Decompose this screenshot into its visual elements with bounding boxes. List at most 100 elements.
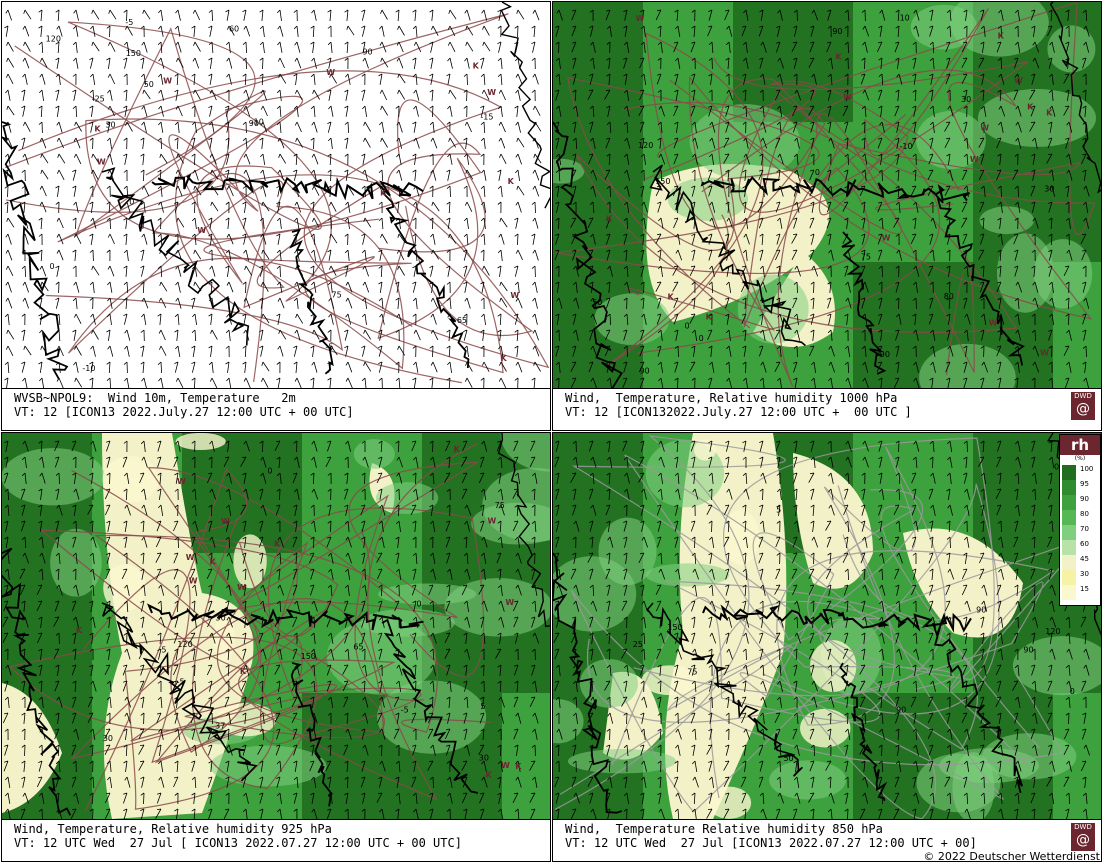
pressure-marker: W [221, 517, 230, 526]
contour-label: 65 [353, 642, 363, 651]
contour-label: 90 [249, 119, 259, 128]
legend-label: 95 [1080, 480, 1089, 488]
contour-label: 25 [633, 640, 643, 649]
contour-label: 30 [216, 613, 226, 622]
caption-title: Wind, Temperature, Relative humidity 925… [14, 822, 332, 836]
contour-label: 120 [177, 640, 192, 649]
contour-label: 0 [1054, 463, 1059, 472]
temperature-contours [8, 443, 491, 811]
coastline [2, 2, 550, 380]
pressure-marker: W [980, 124, 989, 133]
contour-label: 50 [144, 80, 154, 89]
swirl-icon: @ [1076, 401, 1090, 417]
legend-swatch [1062, 570, 1076, 585]
contour-label: 0 [267, 466, 272, 475]
contour-label: 0 [699, 334, 704, 343]
map-panel-4: 90 25 150 90 5 120 0 0 75 50 90 5 Wind, Temperature … [552, 432, 1102, 862]
forecast-map: 150 90 90 65 30 120 0 0 -5 -10 -15 -10 60 -5 -25 50 75 W W… [2, 2, 550, 388]
pressure-marker: K [274, 540, 281, 549]
contour-label: 90 [976, 606, 986, 615]
pressure-marker: W [237, 583, 246, 592]
pressure-marker: K [240, 667, 247, 676]
caption-valid-time: VT: 12 [ICON132022.July.27 12:00 UTC + 0… [565, 405, 912, 419]
contour-label: 10 [900, 14, 910, 23]
pressure-marker: W [510, 291, 519, 300]
legend-unit: (%) [1074, 455, 1086, 462]
legend-swatch [1062, 555, 1076, 570]
legend-swatch [1062, 510, 1076, 525]
caption-title: WVSB~NPOL9: Wind 10m, Temperature 2m [14, 391, 296, 405]
pressure-marker: K [667, 292, 674, 301]
pressure-marker: K [706, 312, 713, 321]
temperature-contours [555, 2, 1096, 388]
legend-swatch [1062, 465, 1076, 480]
wind-barbs [553, 440, 1091, 819]
coastline [553, 2, 1101, 388]
contour-label: 150 [667, 623, 682, 632]
contour-label: 120 [638, 141, 653, 150]
legend-swatch [1062, 480, 1076, 495]
pressure-marker: W [1014, 76, 1023, 85]
wind-barbs [4, 9, 542, 388]
pressure-marker: W [843, 93, 852, 102]
contour-label: -5 [401, 705, 409, 714]
pressure-marker: W [186, 553, 195, 562]
humidity-legend: rh (%) 100 95 90 80 70 60 45 30 15 [1059, 434, 1101, 606]
legend-title: rh [1060, 435, 1100, 455]
map-panel-3: 150 37 5 -5 120 5 75 30 -5 0 0 65 30 30 W K W K W K W W K W K K W K… [1, 432, 551, 862]
wind-barbs [554, 9, 1090, 388]
caption-title: Wind, Temperature, Relative humidity 100… [565, 391, 898, 405]
contour-label: 120 [46, 35, 61, 44]
legend-label: 90 [1080, 495, 1089, 503]
caption-valid-time: VT: 12 UTC Wed 27 Jul [ICON13 2022.07.27… [565, 836, 977, 850]
pressure-marker: W [989, 319, 998, 328]
panel-caption: Wind, Temperature, Relative humidity 925… [2, 819, 550, 861]
pressure-marker: W [505, 598, 514, 607]
legend-label: 100 [1080, 465, 1094, 473]
pressure-marker: W [487, 517, 496, 526]
pressure-marker: K [454, 445, 461, 454]
map-panel-2: 90 150 90 80 120 0 30 -10 0 75 50 30 0 10 90 W W W K K K W K W W… [552, 1, 1102, 431]
legend-label: 60 [1080, 540, 1089, 548]
contour-label: 0 [1070, 687, 1075, 696]
pressure-marker: K [606, 214, 613, 223]
pressure-marker: K [380, 189, 387, 198]
contour-label: 50 [592, 298, 602, 307]
pressure-marker: K [998, 32, 1005, 41]
pressure-marker: K [835, 52, 842, 61]
contour-label: 0 [49, 262, 54, 271]
contour-label: -10 [82, 364, 95, 373]
copyright-text: © 2022 Deutscher Wetterdienst [923, 850, 1100, 863]
legend-swatch [1062, 540, 1076, 555]
swirl-icon: @ [1076, 832, 1090, 848]
contour-labels: 90 25 150 90 5 120 0 0 75 50 90 5 [633, 463, 1075, 763]
contour-label: 80 [944, 292, 954, 301]
panel-caption: WVSB~NPOL9: Wind 10m, Temperature 2m VT: … [2, 388, 550, 430]
contour-label: 65 [457, 316, 467, 325]
legend-swatch [1062, 495, 1076, 510]
contour-label: 5 [480, 702, 485, 711]
contour-label: 30 [479, 754, 489, 763]
pressure-marker: W [1040, 348, 1049, 357]
contour-label: 0 [815, 168, 820, 177]
pressure-marker: W [970, 155, 979, 164]
pressure-marker: W [197, 226, 206, 235]
pressure-marker: K [76, 626, 83, 635]
contour-label: 150 [655, 177, 670, 186]
contour-label: 75 [687, 667, 697, 676]
contour-label: 0 [684, 321, 689, 330]
dwd-logo: DWD @ [1071, 823, 1095, 851]
forecast-map: 150375-512057530-500653030WKWKWKWWKWKKWK… [2, 433, 550, 819]
temperature-contours [554, 435, 1087, 819]
contour-label: 90 [639, 366, 649, 375]
contour-label: 5 [996, 725, 1001, 734]
contour-label: 0 [417, 599, 422, 608]
contour-label: 90 [832, 27, 842, 36]
pressure-marker: W [97, 157, 106, 166]
contour-label: 37 [215, 721, 225, 730]
panel-caption: Wind, Temperature, Relative humidity 100… [553, 388, 1101, 430]
pressure-marker: W [882, 233, 891, 242]
contour-label: -10 [900, 142, 913, 151]
contour-label: -5 [325, 343, 333, 352]
